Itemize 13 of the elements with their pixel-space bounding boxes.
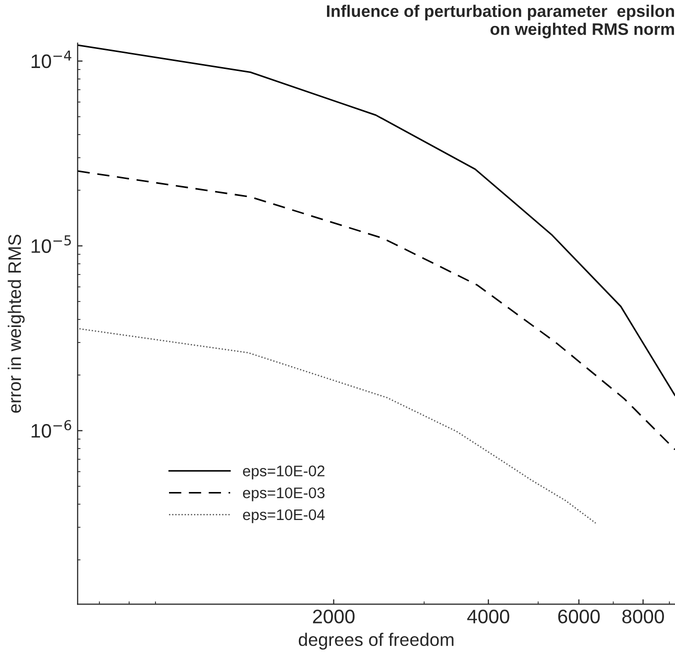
y-tick-label: 10$^{−6}$ [32,420,72,438]
x-tick-label: 6000 [558,610,600,624]
y-axis-title: error in weighted RMS [8,234,25,413]
x-tick-label: 8000 [622,610,664,624]
chart-title: Influence of perturbation parameter epsilon on weighted RMS norm [327,4,674,38]
legend-label: eps=10E-04 [243,509,325,524]
legend-label: eps=10E-02 [243,466,324,480]
x-tick-label: 2000 [313,610,355,624]
y-tick-label: 10$^{−4}$ [32,50,72,68]
legend-label: eps=10E-03 [243,487,325,502]
y-tick-label: 10$^{−5}$ [32,235,71,253]
x-axis-title: degrees of freedom [298,632,454,650]
x-tick-label: 4000 [467,610,510,624]
